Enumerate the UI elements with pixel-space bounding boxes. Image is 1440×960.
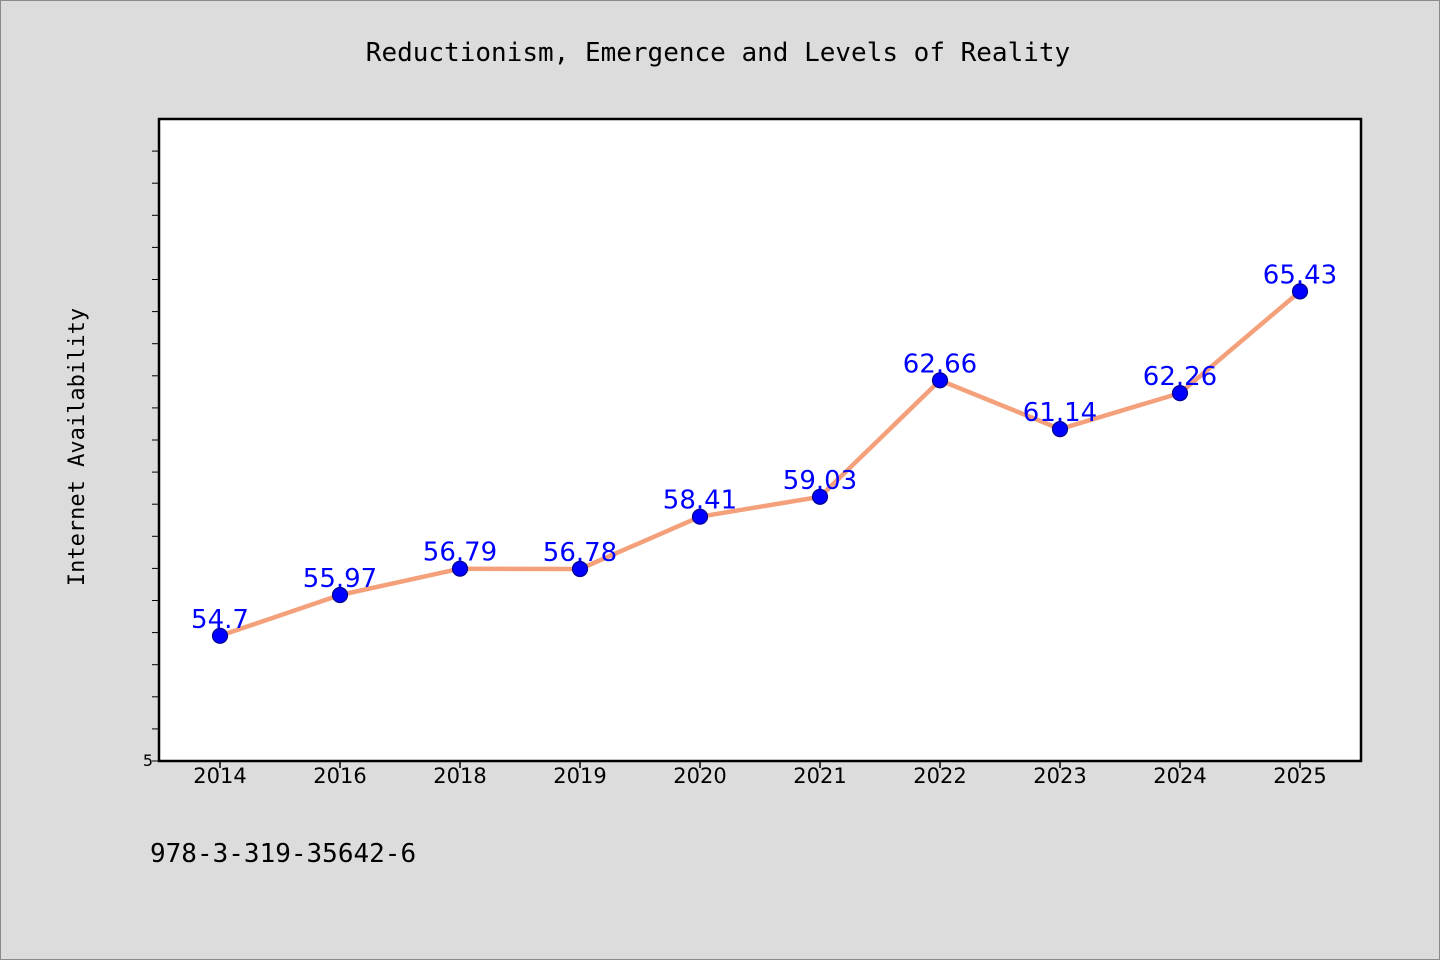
data-label: 61.14 [1023, 398, 1097, 428]
data-point [931, 372, 949, 389]
y-axis-ticks [152, 150, 159, 762]
data-label: 55.97 [303, 564, 377, 594]
data-label: 62.26 [1143, 362, 1217, 392]
x-axis-ticks [219, 761, 1301, 768]
plot-area [157, 117, 1363, 763]
data-point [211, 627, 229, 644]
series-line [217, 289, 1303, 639]
isbn-footer: 978-3-319-35642-6 [150, 839, 416, 869]
data-point [1291, 283, 1309, 300]
data-label: 62.66 [903, 349, 977, 379]
data-point [811, 488, 829, 505]
data-label: 56.79 [423, 538, 497, 568]
x-tick-label: 2014 [193, 764, 246, 788]
data-point [451, 560, 469, 577]
x-tick-label: 2016 [313, 764, 366, 788]
x-tick-label: 2024 [1153, 764, 1206, 788]
data-label: 56.78 [543, 538, 617, 568]
data-point [1171, 385, 1189, 402]
chart-title: Reductionism, Emergence and Levels of Re… [366, 38, 1070, 68]
data-point [571, 560, 589, 578]
x-tick-label: 2018 [433, 764, 486, 788]
x-tick-label: 2020 [673, 764, 726, 788]
data-label: 54.7 [191, 605, 249, 635]
x-tick-label: 2023 [1033, 764, 1086, 788]
data-label: 58.41 [663, 486, 737, 516]
x-tick-label: 2022 [913, 764, 966, 788]
data-point [331, 586, 349, 604]
data-label: 59.03 [783, 466, 857, 496]
x-tick-label: 2025 [1273, 764, 1326, 788]
data-label: 65.43 [1263, 260, 1337, 290]
y-tick-label: 5 [143, 751, 153, 770]
data-point [1051, 421, 1069, 438]
data-point [691, 508, 709, 525]
x-tick-label: 2021 [793, 764, 846, 788]
x-tick-label: 2019 [553, 764, 606, 788]
y-axis-label: Internet Availability [65, 308, 90, 586]
